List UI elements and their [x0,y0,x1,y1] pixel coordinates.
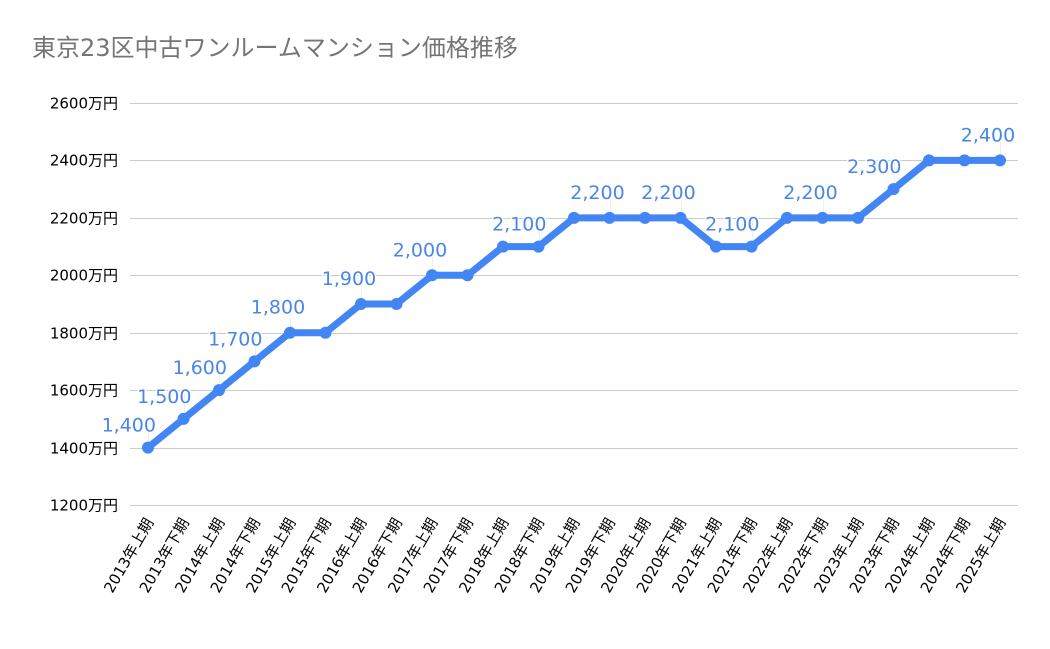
data-label: 1,600 [173,357,227,379]
data-point[interactable] [710,240,722,253]
data-point[interactable] [177,412,190,425]
data-point[interactable] [426,269,438,282]
data-label: 2,100 [492,214,546,236]
data-label: 1,900 [322,268,376,290]
data-point[interactable] [887,183,900,196]
y-tick-label: 2400万円 [50,152,118,170]
data-point[interactable] [852,211,864,224]
data-point[interactable] [745,240,758,253]
y-tick-label: 1600万円 [50,382,118,400]
y-axis-labels: 1200万円 1400万円 1600万円 1800万円 2000万円 2200万円 2400… [50,95,118,515]
data-point[interactable] [248,355,261,368]
data-point[interactable] [816,211,829,224]
y-tick-label: 2200万円 [50,210,118,228]
chart-title: 東京23区中古ワンルームマンション価格推移 [32,34,518,62]
y-tick-label: 1800万円 [50,325,118,343]
data-point[interactable] [461,269,474,282]
data-point[interactable] [958,154,971,167]
data-labels: 1,400 1,500 1,600 1,700 1,800 1,900 2,000 2,100… [100,123,1017,438]
data-label: 2,200 [641,182,695,204]
data-label: 2,100 [705,214,759,236]
data-point[interactable] [603,211,616,224]
data-point[interactable] [284,326,296,339]
data-point[interactable] [355,298,367,310]
data-label: 2,400 [961,124,1015,146]
y-tick-label: 2000万円 [50,267,118,285]
data-point[interactable] [781,211,793,224]
y-tick-label: 2600万円 [50,95,118,113]
data-label: 2,200 [570,182,624,204]
data-point[interactable] [497,240,509,253]
data-point[interactable] [568,211,580,224]
data-point[interactable] [142,441,154,454]
data-point[interactable] [213,384,225,397]
data-label: 2,200 [783,182,837,204]
data-point[interactable] [319,326,332,339]
data-point[interactable] [994,154,1006,167]
y-tick-label: 1200万円 [50,497,118,515]
data-label: 1,800 [251,297,305,319]
data-point[interactable] [390,298,403,310]
data-label: 1,400 [102,415,156,437]
data-point[interactable] [639,211,651,224]
data-point[interactable] [923,154,935,167]
data-label: 2,000 [393,239,447,261]
x-axis-labels: 2013年上期2013年下期2014年上期2014年下期2015年上期2015年… [100,515,1009,596]
price-series [142,154,1006,454]
data-point[interactable] [532,240,545,253]
data-label: 2,300 [847,156,901,178]
data-point[interactable] [674,211,687,224]
y-tick-label: 1400万円 [50,440,118,458]
data-label: 1,500 [137,386,191,408]
data-label: 1,700 [208,328,262,350]
